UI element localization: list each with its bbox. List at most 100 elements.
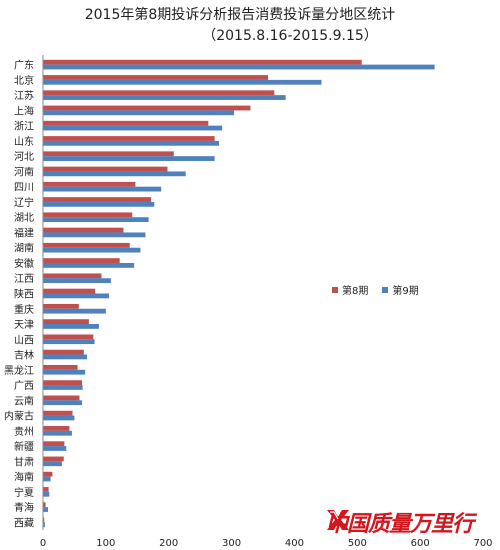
bar-series-2 xyxy=(43,476,51,482)
bar-series-2 xyxy=(43,201,155,207)
bar-series-2 xyxy=(43,430,72,436)
bar-series-1 xyxy=(43,487,49,492)
bar-series-1 xyxy=(43,166,168,172)
chart-title: 2015年第8期投诉分析报告消费投诉量分地区统计 xyxy=(84,7,396,23)
x-tick-label: 700 xyxy=(473,538,492,549)
legend: 第8期 第9期 xyxy=(332,282,419,297)
category-label: 天津 xyxy=(14,319,34,331)
bar-series-1 xyxy=(43,90,275,96)
bar-series-2 xyxy=(43,95,286,100)
category-label: 青海 xyxy=(14,501,34,514)
legend-label-series-1: 第8期 xyxy=(342,286,369,297)
bar-series-1 xyxy=(43,395,80,401)
bar-series-2 xyxy=(43,354,87,360)
category-label: 四川 xyxy=(14,183,34,194)
x-tick-label: 100 xyxy=(96,538,115,549)
bar-series-1 xyxy=(43,517,45,523)
category-label: 江西 xyxy=(14,273,34,285)
legend-swatch-series-1 xyxy=(332,286,338,293)
bar-series-2 xyxy=(43,110,235,116)
category-label: 辽宁 xyxy=(14,196,34,209)
category-label: 广西 xyxy=(14,380,34,392)
bar-series-2 xyxy=(43,324,99,329)
category-label: 山东 xyxy=(14,135,34,148)
category-label: 贵州 xyxy=(14,425,34,438)
x-tick-label: 0 xyxy=(40,538,46,549)
bar-series-1 xyxy=(43,303,79,309)
category-label: 河北 xyxy=(14,151,34,163)
category-label: 西藏 xyxy=(14,517,34,529)
category-label: 湖北 xyxy=(14,212,34,224)
category-label: 北京 xyxy=(14,74,34,87)
category-label: 宁夏 xyxy=(14,486,34,499)
bar-series-2 xyxy=(43,186,162,192)
bar-series-2 xyxy=(43,262,135,268)
category-label: 黑龙江 xyxy=(4,364,34,377)
legend-swatch-series-2 xyxy=(382,286,389,293)
bar-series-1 xyxy=(43,471,53,477)
bar-series-1 xyxy=(43,151,174,157)
bar-series-2 xyxy=(43,293,109,299)
bar-series-1 xyxy=(43,288,96,294)
bar-series-1 xyxy=(43,441,65,447)
bar-series-2 xyxy=(43,522,45,528)
x-tick-label: 300 xyxy=(222,538,241,549)
bar-series-2 xyxy=(43,446,67,451)
bar-series-2 xyxy=(43,278,111,284)
bar-series-1 xyxy=(43,380,82,386)
bar-series-2 xyxy=(43,461,62,467)
bar-series-1 xyxy=(43,426,70,431)
bar-series-1 xyxy=(43,181,136,187)
bar-series-2 xyxy=(43,79,322,85)
category-label: 陕西 xyxy=(14,288,34,301)
bar-series-2 xyxy=(43,232,146,238)
brand-logo: 中国质量万里行 xyxy=(324,506,474,538)
x-tick-label: 600 xyxy=(411,538,430,549)
bar-series-2 xyxy=(43,156,215,161)
bar-series-1 xyxy=(43,334,94,340)
category-label: 浙江 xyxy=(14,121,34,133)
bar-series-1 xyxy=(43,59,362,65)
bar-series-1 xyxy=(43,242,130,248)
bar-series-1 xyxy=(43,212,133,218)
bar-series-2 xyxy=(43,507,49,512)
bar-series-1 xyxy=(43,75,269,80)
bar-series-2 xyxy=(43,217,149,223)
bar-series-1 xyxy=(43,319,89,325)
bar-series-2 xyxy=(43,400,82,406)
bar-series-1 xyxy=(43,197,152,202)
category-label: 云南 xyxy=(14,394,34,407)
bar-series-2 xyxy=(43,171,186,177)
category-label: 重庆 xyxy=(14,303,34,316)
bar-series-2 xyxy=(43,385,83,390)
bar-series-2 xyxy=(43,64,435,70)
category-label: 河南 xyxy=(14,165,34,178)
legend-label-series-2: 第9期 xyxy=(392,286,419,297)
category-label: 安徽 xyxy=(14,257,34,270)
category-label: 吉林 xyxy=(14,349,34,362)
bar-series-2 xyxy=(43,308,106,314)
x-tick-label: 500 xyxy=(348,538,367,549)
category-label: 上海 xyxy=(14,104,34,117)
bar-series-1 xyxy=(43,364,78,370)
bar-series-1 xyxy=(43,456,64,462)
category-label: 江苏 xyxy=(14,89,34,102)
bar-series-1 xyxy=(43,258,120,263)
category-label: 福建 xyxy=(14,226,34,239)
bar-series-1 xyxy=(43,136,215,141)
category-label: 湖南 xyxy=(14,242,34,255)
bar-series-2 xyxy=(43,369,86,375)
category-label: 海南 xyxy=(14,471,34,484)
bar-series-1 xyxy=(43,410,73,416)
category-label: 山西 xyxy=(14,334,34,346)
bar-series-1 xyxy=(43,105,251,111)
bar-series-1 xyxy=(43,349,84,355)
x-tick-label: 200 xyxy=(159,538,178,549)
category-label: 甘肃 xyxy=(14,455,34,468)
bar-series-2 xyxy=(43,339,95,345)
x-tick-label: 400 xyxy=(285,538,304,549)
bar-series-1 xyxy=(43,120,209,126)
category-label: 广东 xyxy=(14,59,34,72)
bar-series-2 xyxy=(43,125,223,131)
